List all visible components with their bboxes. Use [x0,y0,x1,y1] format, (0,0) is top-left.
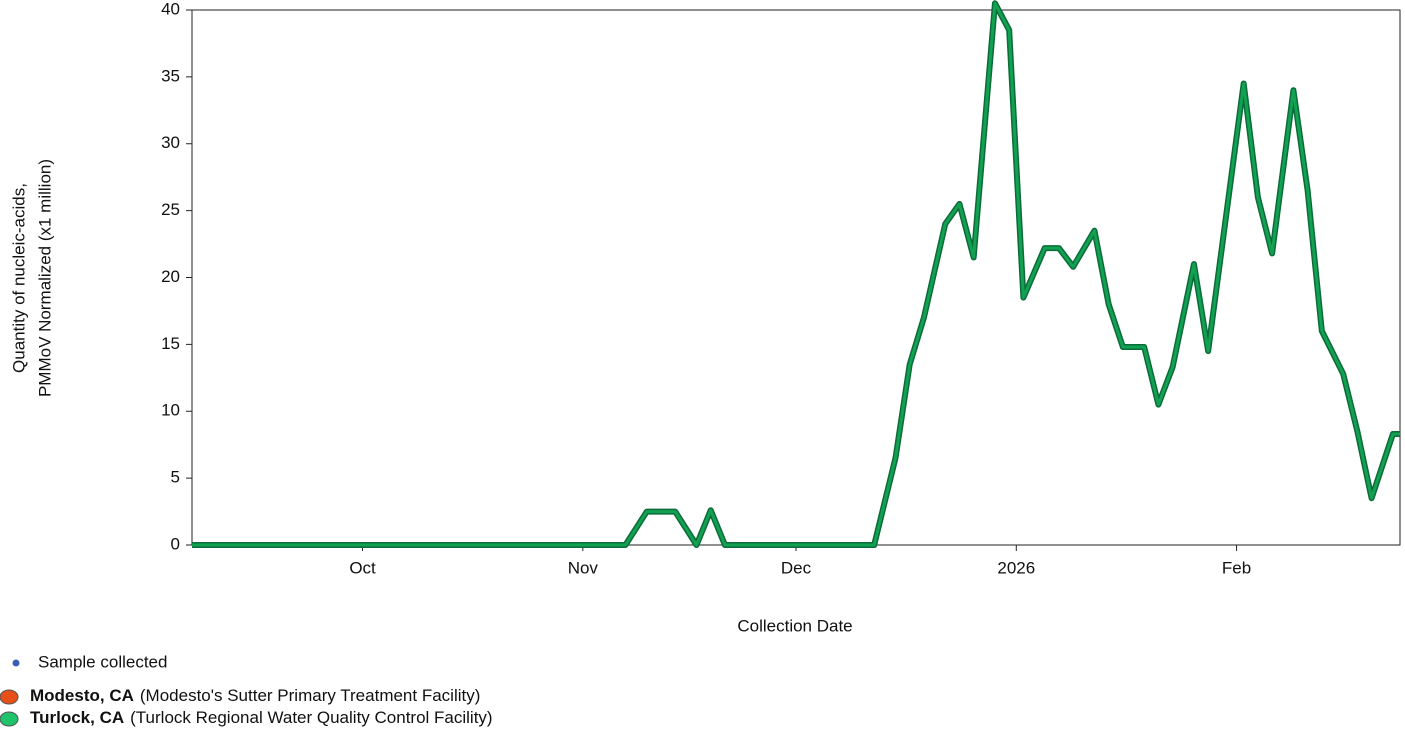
y-tick-label: 25 [161,200,180,219]
x-tick-label: Oct [349,558,376,577]
legend-entry: Turlock, CA (Turlock Regional Water Quali… [30,708,493,727]
y-tick-label: 35 [161,66,180,85]
legend-name: Turlock, CA [30,708,124,727]
y-tick-label: 10 [161,401,180,420]
x-tick-label: Dec [781,558,812,577]
legend-name: Modesto, CA [30,686,134,705]
legend-marker [12,659,20,667]
y-axis-title: Quantity of nucleic-acids, [9,183,28,373]
legend-detail: (Modesto's Sutter Primary Treatment Faci… [140,686,481,705]
legend-entry: Modesto, CA (Modesto's Sutter Primary Tre… [30,686,480,705]
legend-detail: (Turlock Regional Water Quality Control … [130,708,492,727]
legend-note: Sample collected [38,652,167,671]
y-tick-label: 20 [161,267,180,286]
y-tick-label: 30 [161,133,180,152]
y-axis-title: PMMoV Normalized (x1 million) [35,159,54,397]
y-tick-label: 15 [161,334,180,353]
x-tick-label: Nov [568,558,599,577]
y-tick-label: 5 [171,468,180,487]
x-tick-label: Feb [1222,558,1251,577]
y-tick-label: 40 [161,0,180,18]
x-tick-label: 2026 [997,558,1035,577]
legend-marker [0,689,19,705]
series-line [192,1,1400,547]
legend-marker [0,711,19,727]
y-tick-label: 0 [171,534,180,553]
x-axis-title: Collection Date [737,616,852,635]
